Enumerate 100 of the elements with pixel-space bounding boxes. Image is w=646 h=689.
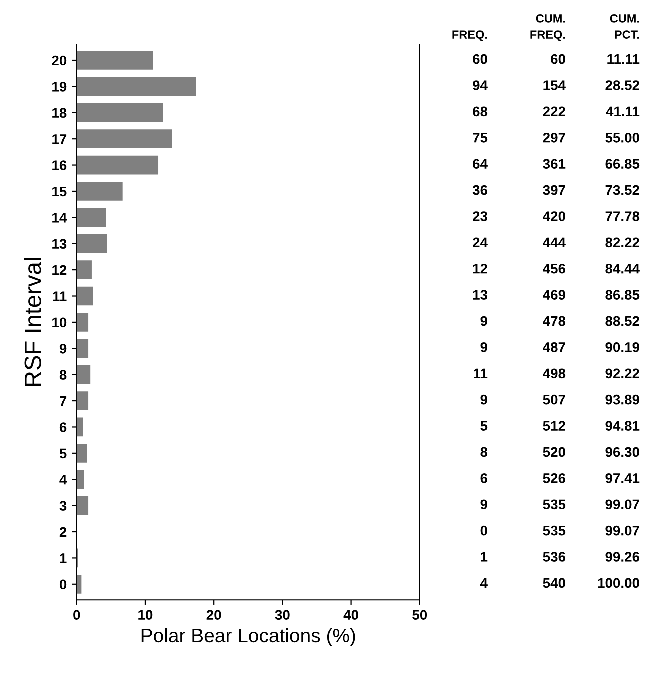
text: 99.07 (606, 500, 640, 510)
bar (76, 51, 154, 70)
text: 8 (480, 447, 488, 458)
bar (76, 103, 164, 122)
text: 507 (543, 394, 566, 405)
text: 86.85 (606, 290, 640, 300)
text: 90.19 (606, 342, 640, 352)
text: 535 (543, 526, 566, 536)
y-tick-label: 18 (52, 108, 67, 118)
bar (76, 470, 84, 490)
text: 93.89 (606, 394, 640, 405)
text: 6 (480, 474, 488, 484)
text: 28.52 (606, 80, 640, 90)
text: 520 (543, 447, 566, 458)
text: 13 (473, 290, 488, 300)
y-tick-label: 10 (52, 318, 67, 328)
text: 64 (473, 159, 488, 170)
text: 60 (551, 54, 566, 64)
y-tick-label: 19 (52, 82, 67, 92)
x-tick-label: 20 (206, 610, 222, 620)
bar (76, 496, 89, 516)
text: 9 (480, 316, 488, 326)
text: 82.22 (606, 238, 640, 248)
y-tick-label: 15 (52, 186, 67, 197)
text: 487 (543, 342, 566, 352)
text: 92.22 (606, 368, 640, 379)
text: 540 (543, 578, 566, 588)
text: 536 (543, 552, 566, 562)
text: 397 (543, 185, 566, 196)
text: 36 (472, 185, 488, 196)
y-tick-label: 12 (52, 265, 67, 276)
text: 9 (480, 500, 488, 510)
text: 5 (480, 421, 488, 431)
y-tick-label: 6 (60, 422, 67, 432)
y-tick-label: 7 (60, 396, 67, 406)
x-axis-title: Polar Bear Locations (%) (142, 628, 356, 646)
text: 154 (544, 80, 566, 90)
text: 535 (543, 500, 566, 510)
text: 297 (543, 132, 566, 143)
bar (76, 260, 92, 280)
text: 469 (543, 290, 566, 300)
text: 456 (543, 264, 566, 274)
bar (76, 234, 108, 254)
text: 9 (480, 394, 488, 405)
text: 526 (543, 474, 566, 484)
bar (76, 574, 82, 594)
text: 420 (543, 212, 566, 222)
y-tick-label: 9 (60, 344, 67, 354)
bar (76, 77, 196, 96)
text: 9 (480, 342, 488, 352)
text: 88.52 (606, 316, 640, 326)
bar (76, 418, 84, 437)
y-tick-label: 2 (60, 527, 67, 538)
text: 512 (543, 421, 566, 431)
bar (76, 130, 172, 149)
bar (76, 313, 89, 332)
text: 94 (473, 80, 488, 90)
bar (76, 182, 123, 201)
text: 97.41 (606, 474, 640, 484)
text: 77.78 (606, 212, 640, 222)
y-tick-label: 17 (52, 134, 67, 144)
text: 444 (543, 238, 566, 248)
text: 66.85 (606, 159, 640, 170)
text: CUM. FREQ. (530, 14, 566, 42)
text: 498 (543, 368, 566, 379)
text: 12 (473, 264, 488, 274)
text: 94.81 (606, 421, 640, 431)
text: 11 (474, 368, 488, 378)
x-tick-label: 40 (344, 610, 358, 620)
text: 60 (473, 54, 488, 64)
text: 41.11 (606, 106, 640, 116)
text: 75 (473, 133, 488, 143)
x-tick-label: 50 (412, 610, 428, 620)
text: FREQ. (452, 30, 488, 42)
y-tick-label: 1 (60, 554, 67, 564)
bar (76, 365, 91, 384)
y-tick-label: 20 (52, 56, 67, 66)
text: 84.44 (606, 264, 640, 274)
y-tick-label: 4 (60, 475, 68, 485)
x-tick-label: 30 (275, 610, 290, 620)
y-axis-title: RSF Interval (24, 258, 42, 386)
y-tick-label: 3 (60, 501, 67, 512)
text: 99.26 (606, 552, 640, 562)
text: 68 (473, 106, 488, 117)
bar (76, 208, 106, 228)
text: 99.07 (606, 526, 640, 536)
y-tick-label: 5 (60, 448, 67, 459)
text: 23 (473, 212, 488, 222)
text: 4 (480, 578, 488, 588)
x-tick-label: 10 (138, 610, 153, 620)
y-tick-label: 0 (60, 580, 67, 590)
bar (76, 156, 159, 175)
text: 96.30 (606, 447, 640, 458)
bar (76, 392, 89, 410)
bar (76, 286, 94, 306)
y-tick-label: 11 (53, 292, 67, 302)
text: 222 (543, 106, 566, 116)
bar (76, 339, 89, 358)
text: 0 (480, 526, 488, 536)
bar (76, 444, 88, 463)
